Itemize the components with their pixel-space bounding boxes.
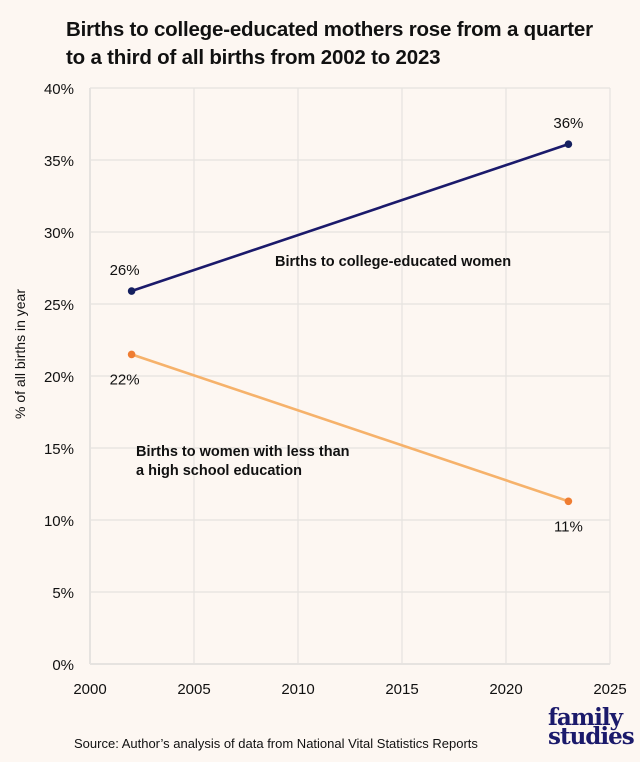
- family-studies-logo: family studies: [548, 706, 638, 750]
- data-point: [127, 350, 136, 359]
- data-label: 36%: [553, 115, 583, 132]
- x-tick-label: 2005: [177, 681, 210, 698]
- x-tick-label: 2020: [489, 681, 522, 698]
- chart-title: Births to college-educated mothers rose …: [66, 16, 626, 72]
- data-label: 11%: [554, 518, 583, 535]
- chart-title-line-1: Births to college-educated mothers rose …: [66, 18, 593, 41]
- logo-line-1: family: [548, 704, 623, 731]
- x-tick-label: 2015: [385, 681, 418, 698]
- y-tick-label: 20%: [44, 369, 74, 386]
- data-label: 26%: [110, 262, 140, 279]
- data-point: [564, 140, 573, 148]
- source-note: Source: Author’s analysis of data from N…: [74, 736, 478, 751]
- y-axis-ticks: 0% 5% 10% 15% 20% 25% 30% 35% 40%: [44, 81, 74, 674]
- logo-line-2: studies: [548, 723, 635, 750]
- x-tick-label: 2010: [281, 681, 314, 698]
- series-label-less-than-hs: a high school education: [136, 463, 302, 479]
- x-axis-ticks: 2000 2005 2010 2015 2020 2025: [73, 681, 626, 698]
- data-point: [564, 497, 573, 506]
- x-tick-label: 2025: [593, 681, 626, 698]
- y-tick-label: 30%: [44, 225, 74, 242]
- y-tick-label: 25%: [44, 297, 74, 314]
- series-label-less-than-hs: Births to women with less than: [136, 444, 350, 460]
- y-tick-label: 10%: [44, 513, 74, 530]
- y-axis-label: % of all births in year: [12, 289, 28, 419]
- series-group: 26% 36% 22% 11%: [110, 115, 584, 535]
- x-tick-label: 2000: [73, 681, 106, 698]
- series-labels: Births to college-educated women Births t…: [136, 254, 511, 479]
- grid: [89, 87, 611, 665]
- series-line-college: [131, 142, 569, 293]
- y-tick-label: 5%: [52, 585, 74, 602]
- y-tick-label: 35%: [44, 153, 74, 170]
- chart-title-line-2: to a third of all births from 2002 to 20…: [66, 46, 441, 69]
- y-tick-label: 0%: [52, 657, 74, 674]
- y-tick-label: 15%: [44, 441, 74, 458]
- data-point: [127, 287, 136, 295]
- data-label: 22%: [110, 371, 140, 388]
- series-line-less-than-hs: [131, 353, 569, 503]
- y-tick-label: 40%: [44, 81, 74, 98]
- series-label-college: Births to college-educated women: [275, 254, 511, 270]
